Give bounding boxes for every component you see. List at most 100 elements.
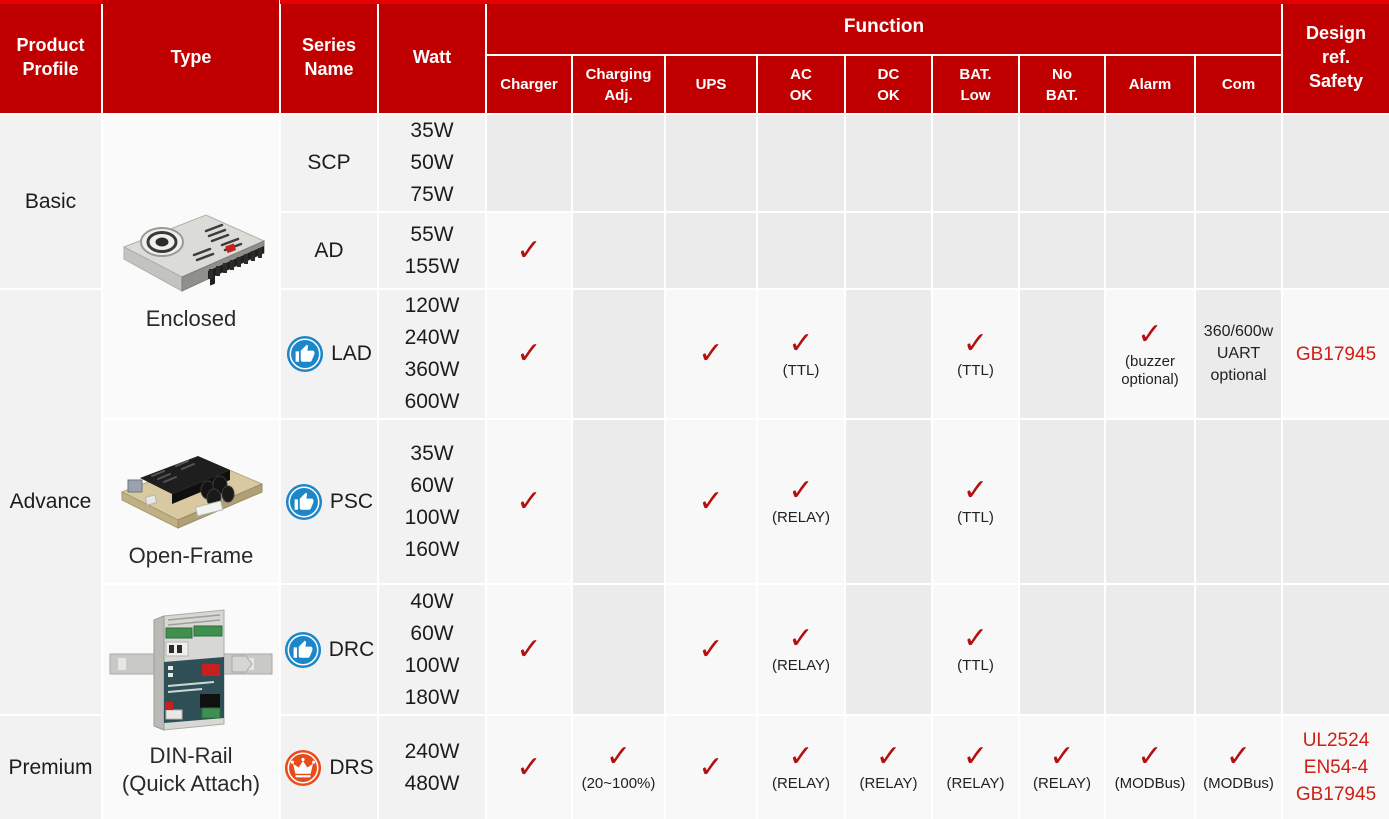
function-cell	[1196, 585, 1281, 714]
crown-icon	[285, 749, 322, 786]
function-cell	[846, 420, 931, 583]
function-cell	[1020, 115, 1104, 211]
function-cell: ✓ (RELAY)	[758, 716, 844, 819]
subheader-charger: Charger	[487, 56, 571, 113]
safety-cell: UL2524 EN54-4 GB17945	[1283, 716, 1389, 819]
series-name-header: Series Name	[281, 0, 377, 113]
function-cell: ✓ (MODBus)	[1106, 716, 1194, 819]
function-cell: ✓ (buzzer optional)	[1106, 290, 1194, 418]
din-rail-psu-image	[109, 609, 273, 731]
section-divider-advance-premium-right	[280, 0, 1389, 4]
type-enclosed: Enclosed	[103, 115, 279, 418]
function-cell: 360/600w UART optional	[1196, 290, 1281, 418]
check-mark: ✓	[875, 739, 902, 774]
check-mark: ✓	[962, 473, 989, 508]
function-cell: ✓ (RELAY)	[758, 420, 844, 583]
watt-drs: 240W 480W	[379, 716, 485, 819]
type-open-frame: Open-Frame	[103, 420, 279, 583]
check-mark: ✓	[1137, 316, 1163, 352]
function-cell: ✓	[666, 420, 756, 583]
check-mark: ✓	[788, 621, 814, 656]
function-cell	[573, 290, 664, 418]
function-cell: ✓	[666, 585, 756, 714]
safety-cell: GB17945	[1283, 290, 1389, 418]
check-note: (TTL)	[782, 361, 820, 379]
function-cell	[666, 115, 756, 211]
function-cell	[1020, 420, 1104, 583]
section-divider-advance-premium-left	[0, 0, 103, 4]
function-cell	[1106, 115, 1194, 211]
enclosed-psu-image	[122, 213, 266, 292]
thumbs-up-icon	[287, 335, 324, 373]
check-mark: ✓	[788, 739, 814, 774]
function-cell: ✓ (RELAY)	[1020, 716, 1104, 819]
watt-ad: 55W 155W	[379, 213, 485, 288]
check-mark: ✓	[1137, 739, 1163, 774]
check-note: (RELAY)	[946, 775, 1005, 792]
subheader-no-bat: No BAT.	[1020, 56, 1104, 113]
function-cell: ✓	[487, 420, 571, 583]
check-mark: ✓	[516, 336, 542, 371]
subheader-ups: UPS	[666, 56, 756, 113]
watt-header: Watt	[379, 0, 485, 113]
function-cell	[573, 213, 664, 288]
function-cell	[846, 213, 931, 288]
check-mark: ✓	[962, 621, 989, 656]
safety-cell	[1283, 213, 1389, 288]
check-note: (RELAY)	[771, 509, 831, 526]
function-cell: ✓ (TTL)	[933, 420, 1018, 583]
check-mark: ✓	[516, 232, 542, 268]
check-mark: ✓	[516, 483, 542, 519]
series-ad: AD	[281, 213, 377, 288]
design-ref-safety-header: Design ref. Safety	[1283, 0, 1389, 113]
check-note: (RELAY)	[771, 775, 831, 792]
watt-lad: 120W 240W 360W 600W	[379, 290, 485, 418]
check-note: (TTL)	[957, 657, 994, 674]
function-cell: ✓ (MODBus)	[1196, 716, 1281, 819]
function-cell	[758, 115, 844, 211]
check-note: (20~100%)	[581, 775, 656, 792]
function-cell	[846, 290, 931, 418]
subheader-bat-low: BAT. Low	[933, 56, 1018, 113]
watt-drc: 40W 60W 100W 180W	[379, 585, 485, 714]
thumbs-up-icon	[284, 631, 321, 668]
function-cell	[846, 115, 931, 211]
function-cell: ✓	[487, 213, 571, 288]
function-header: Function	[487, 0, 1281, 54]
subheader-charging-adj: Charging Adj.	[573, 56, 664, 113]
function-cell	[933, 115, 1018, 211]
check-mark: ✓	[962, 739, 989, 774]
function-cell	[1020, 213, 1104, 288]
check-mark: ✓	[605, 739, 632, 774]
series-label: PSC	[329, 489, 374, 513]
safety-cell	[1283, 420, 1389, 583]
function-cell: ✓ (RELAY)	[933, 716, 1018, 819]
function-cell: ✓	[666, 716, 756, 819]
function-cell: ✓ (20~100%)	[573, 716, 664, 819]
check-note: (RELAY)	[1032, 775, 1092, 792]
check-mark: ✓	[698, 631, 724, 667]
series-label: DRS	[329, 755, 374, 779]
function-cell	[758, 213, 844, 288]
check-note: (TTL)	[957, 509, 994, 526]
watt-psc: 35W 60W 100W 160W	[379, 420, 485, 583]
check-note: (TTL)	[957, 361, 994, 379]
function-cell	[1196, 420, 1281, 583]
series-label: DRC	[328, 637, 375, 661]
subheader-com: Com	[1196, 56, 1281, 113]
function-cell	[573, 420, 664, 583]
check-note: (MODBus)	[1114, 775, 1186, 792]
check-mark: ✓	[788, 325, 814, 361]
series-drs: DRS	[281, 716, 377, 819]
check-note: (RELAY)	[859, 775, 918, 792]
function-cell	[666, 213, 756, 288]
check-mark: ✓	[516, 631, 542, 667]
watt-scp: 35W 50W 75W	[379, 115, 485, 211]
check-mark: ✓	[698, 749, 724, 785]
series-lad: LAD	[281, 290, 377, 418]
check-mark: ✓	[698, 483, 724, 519]
open-frame-psu-image	[120, 455, 264, 529]
type-label-open-frame: Open-Frame	[128, 542, 254, 568]
subheader-dc-ok: DC OK	[846, 56, 931, 113]
